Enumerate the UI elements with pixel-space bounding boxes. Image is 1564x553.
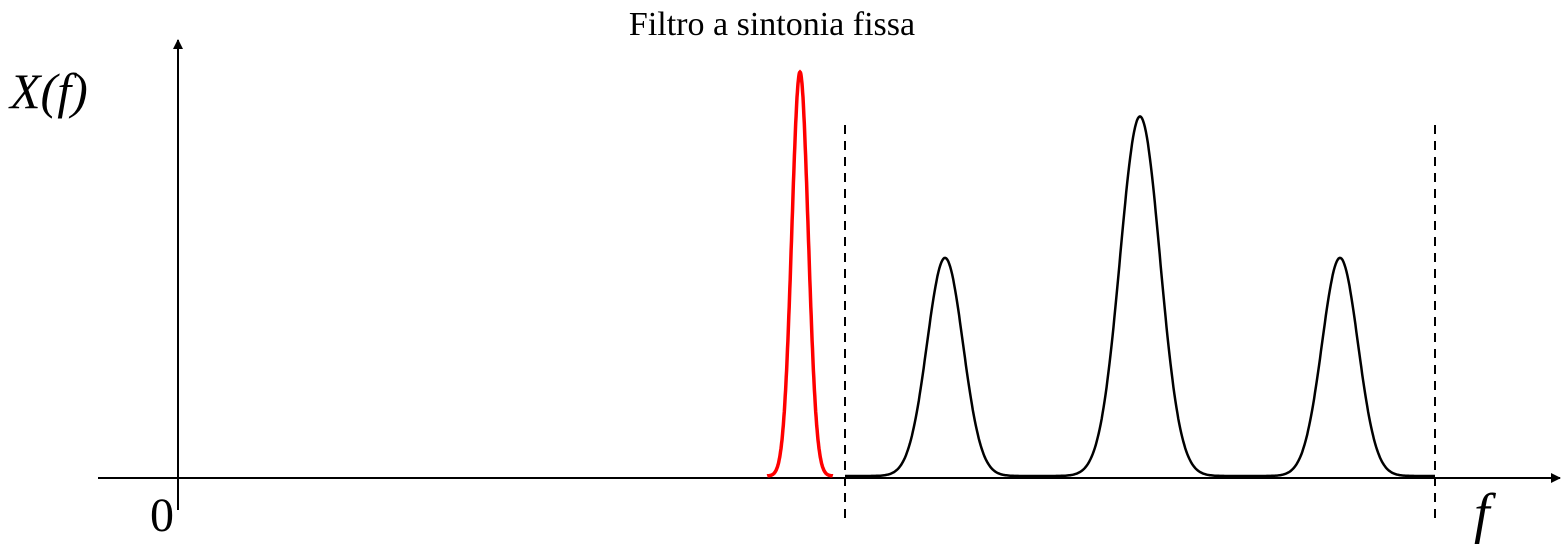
filter-response-curve (766, 69, 834, 478)
origin-label: 0 (150, 489, 174, 542)
x-axis-label: f (1474, 483, 1490, 545)
signal-spectrum-curve (845, 115, 1435, 478)
y-axis-label: X(f) (10, 63, 88, 119)
diagram-title: Filtro a sintonia fissa (628, 6, 916, 43)
